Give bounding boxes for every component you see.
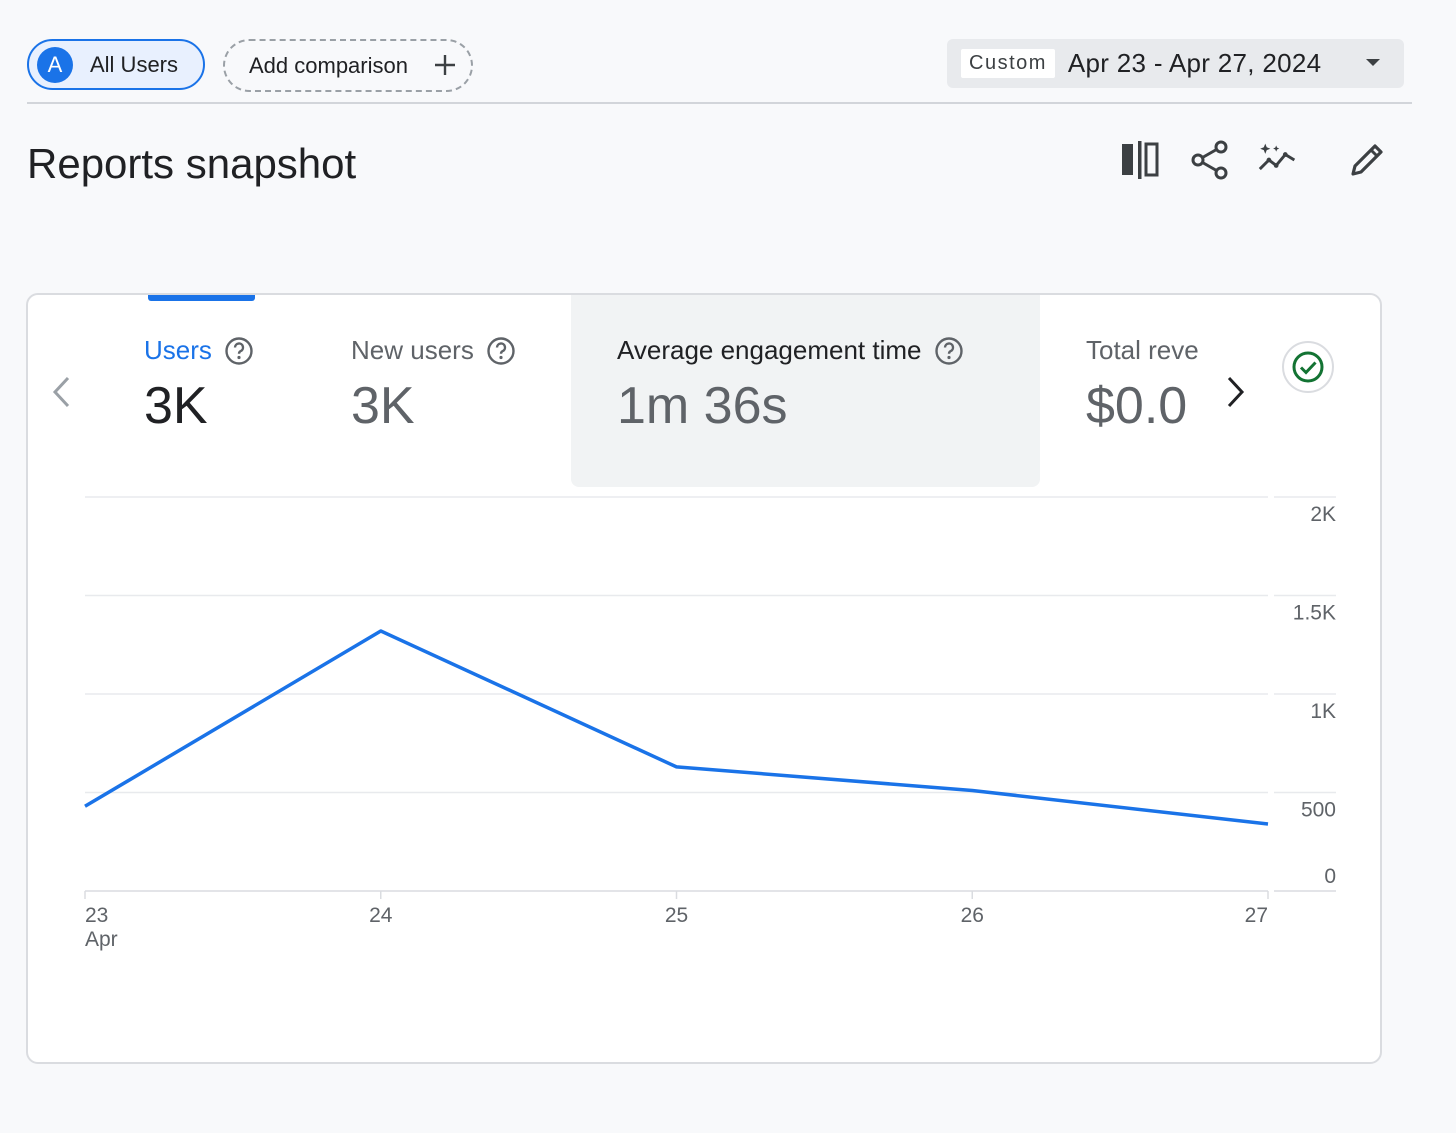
help-icon[interactable] [486,336,516,366]
x-tick-label: 26 [961,904,984,927]
x-tick-label: 27 [1245,904,1268,927]
metric-value: 1m 36s [617,377,788,435]
x-tick-label: 23 [85,904,108,927]
users-line-chart: 0 500 1K 1.5K 2K 23 24 25 26 27 Apr [84,496,1336,951]
status-check-button[interactable] [1282,341,1334,393]
edit-pencil-icon[interactable] [1347,140,1387,180]
x-tick-label: 25 [665,904,688,927]
chevron-left-icon[interactable] [50,375,74,409]
y-tick-label: 1.5K [1293,602,1336,625]
metric-tab-average-engagement-time[interactable]: Average engagement time 1m 36s [617,335,964,436]
active-metric-indicator [148,295,255,301]
date-range-tag: Custom [961,49,1055,78]
segment-chip-all-users[interactable]: A All Users [27,39,205,90]
metric-tab-total-revenue[interactable]: Total reve $0.0 [1086,335,1198,436]
y-tick-label: 1K [1310,700,1336,723]
metric-value: $0.0 [1086,377,1188,435]
segment-avatar: A [37,46,73,83]
chevron-right-icon[interactable] [1223,375,1247,409]
header-divider [27,102,1412,104]
series-line-users [84,629,1269,826]
metric-tab-new-users[interactable]: New users 3K [351,335,516,436]
metric-value: 3K [351,377,415,435]
metric-hover-highlight [571,295,1040,487]
x-tick-label: 24 [369,904,393,927]
compare-columns-icon[interactable] [1120,140,1160,180]
add-comparison-label: Add comparison [249,52,408,78]
metric-value: 3K [144,377,208,435]
metric-label: Users [144,335,212,365]
help-icon[interactable] [224,336,254,366]
caret-down-icon [1366,59,1380,66]
snapshot-card: Users 3K New users 3K Average engagement… [26,293,1382,1064]
date-range-value: Apr 23 - Apr 27, 2024 [1067,48,1322,78]
insights-sparkle-icon[interactable] [1258,140,1298,180]
x-tick-sublabel: Apr [85,928,118,951]
segment-label: All Users [90,51,179,77]
date-range-picker[interactable]: Custom Apr 23 - Apr 27, 2024 [947,39,1404,88]
y-tick-label: 500 [1301,799,1336,822]
page-title: Reports snapshot [27,140,357,187]
share-icon[interactable] [1190,140,1230,180]
metric-label: Average engagement time [617,335,922,365]
add-comparison-button[interactable]: Add comparison [223,39,473,92]
check-circle-icon [1292,351,1324,383]
help-icon[interactable] [934,336,964,366]
metric-label: New users [351,335,474,365]
metric-tab-users[interactable]: Users 3K [144,335,254,436]
y-tick-label: 2K [1310,503,1336,526]
metric-label: Total reve [1086,335,1198,365]
y-tick-label: 0 [1324,865,1336,888]
plus-icon [435,55,455,75]
